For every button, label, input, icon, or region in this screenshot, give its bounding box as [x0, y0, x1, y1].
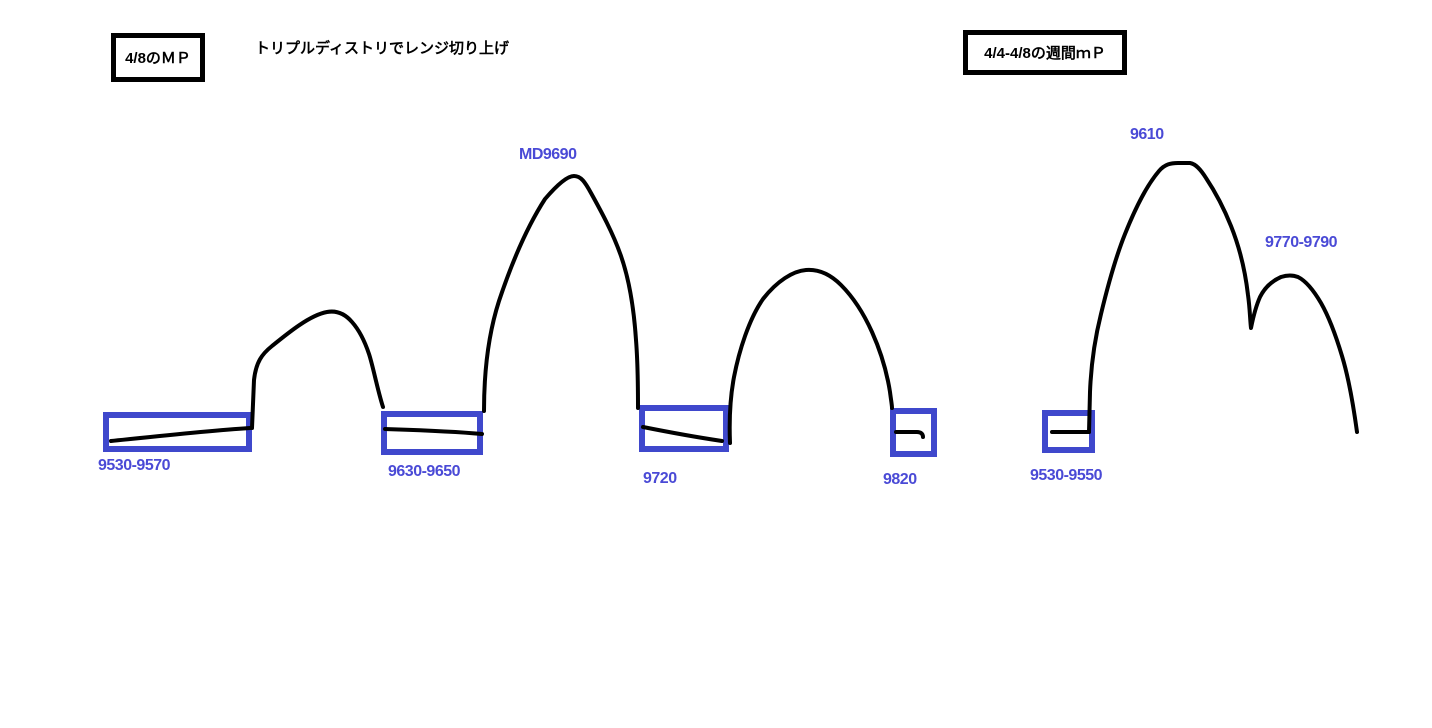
peak-label-9610: 9610: [1130, 126, 1164, 143]
left-hump-3: [727, 267, 894, 445]
peak-label-9770-9790: 9770-9790: [1265, 234, 1338, 251]
left-panel-title: 4/8のＭＰ: [125, 50, 191, 67]
left-panel-title-box: 4/8のＭＰ: [111, 33, 205, 82]
left-panel-note: トリプルディストリでレンジ切り上げ: [255, 40, 509, 57]
range-box-9530-9570: [103, 412, 252, 452]
right-panel-title-box: 4/4-4/8の週間ｍＰ: [963, 30, 1127, 75]
left-hump-2-main: [482, 174, 640, 413]
left-balance-line-1: [109, 426, 252, 443]
range-label-9530-9570: 9530-9570: [98, 457, 171, 474]
range-box-9820: [890, 408, 937, 457]
range-label-9630-9650: 9630-9650: [388, 463, 461, 480]
range-box-9530-9550: [1042, 410, 1095, 453]
right-panel-title: 4/4-4/8の週間ｍＰ: [984, 45, 1106, 62]
left-balance-line-3: [641, 425, 724, 443]
range-label-9720: 9720: [643, 470, 677, 487]
range-label-9820: 9820: [883, 471, 917, 488]
range-label-9530-9550: 9530-9550: [1030, 467, 1103, 484]
left-hump-1: [250, 309, 385, 430]
left-balance-line-2: [383, 427, 484, 436]
peak-label-md9690: MD9690: [519, 146, 577, 163]
right-weekly-profile-curve: [1087, 161, 1359, 434]
left-balance-line-4: [894, 430, 925, 439]
